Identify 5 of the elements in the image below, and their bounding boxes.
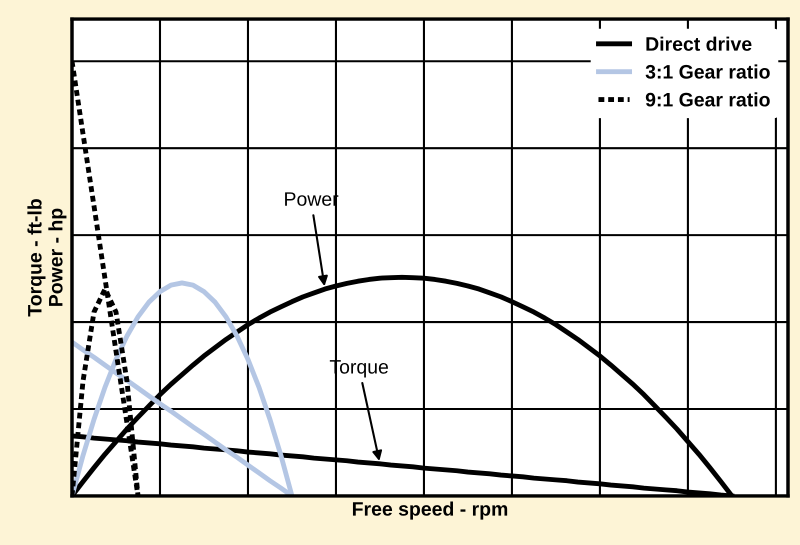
y-axis-title: Torque - ft-lb Power - hp <box>27 199 66 317</box>
legend-label: 3:1 Gear ratio <box>646 64 770 79</box>
x-axis-title: Free speed - rpm <box>352 502 508 520</box>
legend-label: Direct drive <box>646 36 752 51</box>
legend-label: 9:1 Gear ratio <box>646 92 770 107</box>
